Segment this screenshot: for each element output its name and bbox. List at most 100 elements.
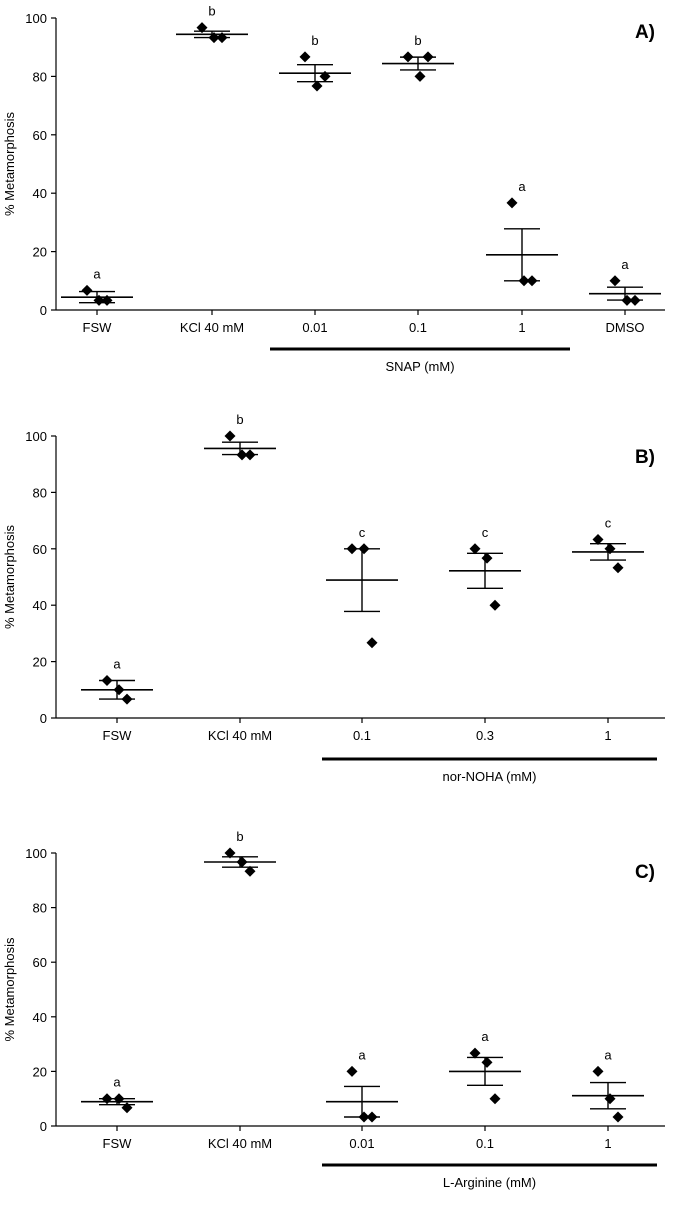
panel-b-x-tick-label: 0.1 (353, 728, 371, 743)
panel-c-data-point (481, 1056, 493, 1068)
panel-b-y-tick-label: 0 (40, 711, 47, 726)
panel-a-data-point (621, 294, 633, 306)
panel-c-data-point (612, 1111, 624, 1123)
panel-a-data-point (93, 294, 105, 306)
panel-a-x-tick-label: 0.1 (409, 320, 427, 335)
panel-b-y-axis-label: % Metamorphosis (2, 524, 17, 629)
panel-c-y-tick-label: 100 (25, 846, 47, 861)
panel-c-y-tick-label: 0 (40, 1119, 47, 1134)
panel-b-data-point (101, 674, 113, 686)
panel-b-data-point (346, 543, 358, 555)
panel-b-data-point (489, 599, 501, 611)
panel-c-significance-letter: a (604, 1047, 612, 1062)
panel-b-y-tick-label: 20 (33, 655, 47, 670)
panel-b-significance-letter: a (113, 656, 121, 671)
panel-c-data-point (469, 1047, 481, 1059)
panel-b-data-point (612, 562, 624, 574)
panel-b-group-label: nor-NOHA (mM) (443, 769, 537, 784)
panel-a-data-point (216, 32, 228, 44)
panel-b-y-tick-label: 100 (25, 429, 47, 444)
panel-c-data-point (224, 847, 236, 859)
panel-b-data-point (358, 543, 370, 555)
panel-a-data-point (196, 22, 208, 34)
panel-a-data-point (609, 275, 621, 287)
panel-b-x-tick-label: FSW (103, 728, 133, 743)
panel-a-x-tick-label: FSW (83, 320, 113, 335)
panel-c-data-point (346, 1065, 358, 1077)
panel-c-significance-letter: a (113, 1075, 121, 1090)
panel-c-x-tick-label: 0.01 (349, 1136, 374, 1151)
panel-b-x-tick-label: KCl 40 mM (208, 728, 272, 743)
panel-c-x-tick-label: FSW (103, 1136, 133, 1151)
panel-a-data-point (101, 294, 113, 306)
panel-b-y-tick-label: 80 (33, 485, 47, 500)
panel-b-data-point (366, 637, 378, 649)
panel-c-data-point (244, 865, 256, 877)
panel-b-data-point (592, 533, 604, 545)
panel-b-x-tick-label: 0.3 (476, 728, 494, 743)
panel-a-significance-letter: a (93, 266, 101, 281)
panel-c-significance-letter: a (358, 1047, 366, 1062)
panel-a-significance-letter: b (414, 33, 421, 48)
panel-b-data-point (121, 693, 133, 705)
panel-c-panel-label: C) (635, 862, 655, 883)
panel-a-group-label: SNAP (mM) (385, 359, 454, 374)
panel-b-significance-letter: c (482, 525, 489, 540)
panel-a-y-tick-label: 60 (33, 128, 47, 143)
panel-c-x-tick-label: KCl 40 mM (208, 1136, 272, 1151)
panel-b-significance-letter: b (236, 412, 243, 427)
panel-a-data-point (506, 197, 518, 209)
panel-a-x-tick-label: DMSO (606, 320, 645, 335)
panel-c-significance-letter: a (481, 1029, 489, 1044)
panel-a-significance-letter: b (311, 33, 318, 48)
panel-c-x-tick-label: 0.1 (476, 1136, 494, 1151)
panel-a-data-point (518, 275, 530, 287)
panel-a-significance-letter: a (518, 179, 526, 194)
panel-b-data-point (113, 684, 125, 696)
panel-a-data-point (299, 51, 311, 63)
panel-a-data-point (402, 51, 414, 63)
panel-c-data-point (101, 1093, 113, 1105)
panel-c-group-label: L-Arginine (mM) (443, 1175, 536, 1190)
panel-a-data-point (208, 32, 220, 44)
panel-b-data-point (469, 543, 481, 555)
panel-c-y-tick-label: 40 (33, 1010, 47, 1025)
panel-a-y-tick-label: 20 (33, 245, 47, 260)
panel-b-data-point (224, 430, 236, 442)
panel-c-data-point (592, 1065, 604, 1077)
panel-b-data-point (604, 543, 616, 555)
panel-a-y-tick-label: 100 (25, 11, 47, 26)
panel-a-y-tick-label: 40 (33, 186, 47, 201)
panel-b-y-tick-label: 60 (33, 542, 47, 557)
panel-b-significance-letter: c (359, 525, 366, 540)
panel-a-data-point (81, 284, 93, 296)
panel-c-significance-letter: b (236, 829, 243, 844)
panel-a-y-axis-label: % Metamorphosis (2, 111, 17, 216)
panel-a-data-point (319, 70, 331, 82)
panel-c-y-tick-label: 60 (33, 955, 47, 970)
panel-c-y-tick-label: 20 (33, 1064, 47, 1079)
panel-a-y-tick-label: 0 (40, 303, 47, 318)
panel-a-data-point (629, 294, 641, 306)
panel-a-x-tick-label: KCl 40 mM (180, 320, 244, 335)
panel-b-data-point (236, 449, 248, 461)
panel-c-y-tick-label: 80 (33, 901, 47, 916)
panel-c-y-axis-label: % Metamorphosis (2, 937, 17, 1042)
panel-c-data-point (366, 1111, 378, 1123)
panel-c-data-point (121, 1102, 133, 1114)
panel-a-data-point (422, 51, 434, 63)
panel-a-x-tick-label: 1 (518, 320, 525, 335)
panel-a-significance-letter: a (621, 257, 629, 272)
panel-b-data-point (481, 552, 493, 564)
panel-c-data-point (604, 1093, 616, 1105)
panel-a-panel-label: A) (635, 22, 655, 43)
panel-c-data-point (489, 1093, 501, 1105)
panel-a-data-point (526, 275, 538, 287)
panel-c-x-tick-label: 1 (604, 1136, 611, 1151)
panel-b-y-tick-label: 40 (33, 598, 47, 613)
panel-a-y-tick-label: 80 (33, 69, 47, 84)
panel-b-data-point (244, 449, 256, 461)
panel-c-data-point (236, 856, 248, 868)
